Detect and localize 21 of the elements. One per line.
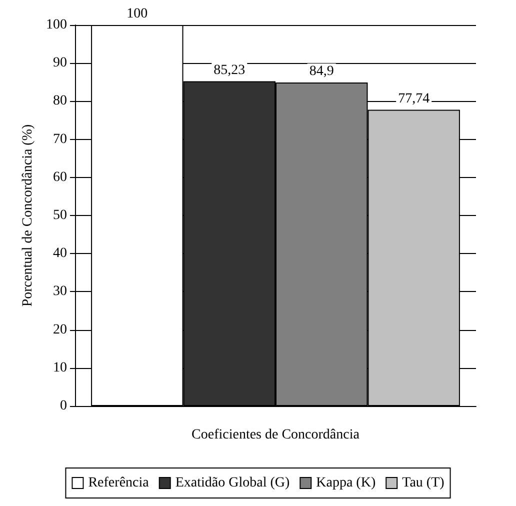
legend-label: Tau (T) bbox=[402, 476, 445, 490]
y-tick-label: 60 bbox=[53, 170, 67, 185]
legend-label: Referência bbox=[88, 476, 150, 490]
y-tick-label: 10 bbox=[53, 360, 67, 376]
y-tick-label: 50 bbox=[53, 208, 67, 223]
y-tick-label: 0 bbox=[60, 398, 67, 414]
y-tick-label: 90 bbox=[53, 56, 67, 71]
y-tick-label: 40 bbox=[53, 246, 67, 262]
data-label: 77,74 bbox=[398, 91, 430, 106]
y-tick-label: 70 bbox=[53, 132, 67, 147]
data-label: 85,23 bbox=[214, 62, 246, 78]
y-tick-label: 100 bbox=[46, 18, 67, 32]
y-tick-label: 20 bbox=[53, 322, 67, 338]
legend-label: Kappa (K) bbox=[316, 476, 376, 490]
data-label: 84,9 bbox=[309, 64, 334, 80]
x-axis-title: Coeficientes de Concordância bbox=[192, 428, 360, 442]
data-label: 100 bbox=[126, 6, 148, 22]
legend-label: Exatidão Global (G) bbox=[175, 476, 290, 490]
y-tick-label: 80 bbox=[53, 94, 67, 109]
y-axis-title: Porcentual de Concordância (%) bbox=[20, 124, 36, 307]
y-tick-label: 30 bbox=[53, 284, 67, 300]
